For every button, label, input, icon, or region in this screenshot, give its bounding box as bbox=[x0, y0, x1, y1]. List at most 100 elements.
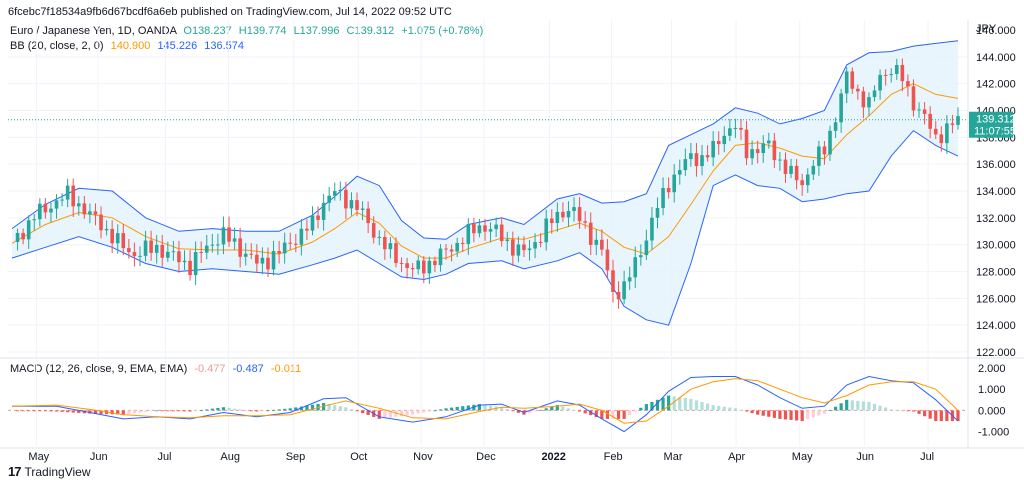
macd-histogram-bar bbox=[705, 403, 710, 411]
macd-label: MACD (12, 26, close, 9, EMA, EMA) bbox=[10, 363, 188, 375]
candle-body bbox=[705, 155, 710, 158]
candle-body bbox=[817, 146, 821, 166]
candle-body bbox=[483, 225, 487, 232]
macd-histogram-bar bbox=[867, 401, 871, 411]
macd-histogram-bar bbox=[288, 408, 292, 411]
candle-body bbox=[661, 188, 665, 209]
candle-body bbox=[594, 239, 599, 245]
macd-histogram-bar bbox=[377, 410, 381, 419]
macd-histogram-bar bbox=[149, 410, 153, 412]
candle-body bbox=[894, 65, 899, 75]
macd-histogram-bar bbox=[194, 410, 198, 412]
candle-body bbox=[527, 248, 532, 251]
macd-histogram-bar bbox=[694, 400, 699, 411]
macd-histogram-bar bbox=[889, 409, 893, 411]
candle-body bbox=[466, 223, 471, 245]
candle-body bbox=[694, 153, 699, 167]
candle-body bbox=[739, 127, 743, 130]
candle-body bbox=[344, 189, 348, 209]
price-axis[interactable]: 146.000144.000142.000140.000138.000136.0… bbox=[976, 23, 1016, 359]
candle-body bbox=[38, 203, 42, 220]
macd-histogram-bar bbox=[839, 403, 843, 411]
candle-body bbox=[65, 185, 70, 200]
macd-histogram-bar bbox=[923, 410, 927, 417]
candle-body bbox=[728, 128, 732, 136]
macd-histogram-bar bbox=[611, 410, 615, 419]
macd-histogram-bar bbox=[422, 410, 426, 413]
macd-axis[interactable]: 2.000 1.000 0.000 -1.000 bbox=[978, 363, 1009, 439]
macd-histogram-bar bbox=[405, 410, 409, 416]
candle-body bbox=[332, 191, 337, 196]
candle-body bbox=[633, 257, 638, 278]
macd-histogram-bar bbox=[249, 410, 253, 412]
candle-body bbox=[833, 122, 838, 131]
candle-body bbox=[188, 260, 192, 276]
candle-body bbox=[711, 141, 715, 158]
candle-body bbox=[238, 238, 242, 257]
time-tick-label: Apr bbox=[728, 451, 745, 463]
candle-body bbox=[755, 149, 760, 154]
candle-body bbox=[121, 233, 126, 249]
candle-body bbox=[316, 215, 320, 220]
candle-body bbox=[611, 270, 615, 292]
bollinger-lower-band bbox=[11, 129, 959, 326]
bb-legend[interactable]: BB (20, close, 2, 0) 140.900 145.226 136… bbox=[10, 40, 244, 52]
candle-body bbox=[928, 113, 932, 129]
macd-histogram-bar bbox=[338, 406, 342, 411]
macd-histogram-bar bbox=[433, 410, 437, 412]
macd-histogram-bar bbox=[472, 404, 476, 411]
macd-histogram-bar bbox=[416, 410, 420, 414]
macd-histogram-bar bbox=[917, 410, 921, 414]
candle-body bbox=[449, 249, 454, 252]
candle-body bbox=[922, 109, 927, 114]
macd-histogram-bar bbox=[539, 409, 543, 411]
low-value: L137.996 bbox=[293, 25, 340, 37]
candle-body bbox=[421, 260, 426, 274]
open-value: O138.237 bbox=[183, 25, 232, 37]
macd-histogram-bar bbox=[116, 410, 120, 415]
candle-body bbox=[867, 97, 871, 108]
macd-histogram-bar bbox=[739, 409, 743, 411]
macd-histogram-bar bbox=[511, 410, 515, 412]
macd-histogram-bar bbox=[956, 410, 960, 422]
macd-tick-label: 1.000 bbox=[978, 384, 1006, 396]
macd-histogram-bar bbox=[260, 410, 265, 412]
macd-histogram-bar bbox=[71, 410, 75, 413]
candle-body bbox=[950, 123, 955, 125]
high-value: H139.774 bbox=[238, 25, 287, 37]
tradingview-logo[interactable]: 17 TradingView bbox=[8, 464, 91, 479]
candle-body bbox=[21, 232, 25, 240]
macd-histogram-bar bbox=[655, 399, 660, 411]
macd-histogram-bar bbox=[945, 410, 949, 422]
candlestick-series bbox=[15, 58, 960, 309]
macd-histogram-bar bbox=[54, 410, 59, 412]
candle-body bbox=[856, 88, 860, 92]
candle-body bbox=[939, 134, 944, 144]
candle-body bbox=[722, 135, 727, 145]
time-tick-label: Sep bbox=[286, 451, 306, 463]
time-tick-label: Aug bbox=[220, 451, 240, 463]
candle-body bbox=[733, 127, 738, 129]
macd-histogram-bar bbox=[589, 410, 593, 416]
macd-histogram-bar bbox=[166, 410, 170, 412]
candle-body bbox=[204, 245, 209, 253]
candle-body bbox=[683, 159, 688, 171]
candle-body bbox=[49, 208, 53, 213]
macd-histogram-bar bbox=[399, 410, 404, 417]
candle-body bbox=[193, 252, 198, 276]
bb-label: BB (20, close, 2, 0) bbox=[10, 40, 104, 52]
price-tick-label: 146.000 bbox=[976, 25, 1016, 37]
candle-body bbox=[494, 224, 498, 230]
candle-body bbox=[88, 211, 92, 215]
macd-histogram-bar bbox=[566, 408, 571, 411]
time-axis[interactable]: May Jun Jul Aug Sep Oct Nov Dec 2022 Feb Mar Apr May… bbox=[28, 451, 934, 463]
macd-histogram-bar bbox=[911, 410, 916, 412]
macd-histogram-bar bbox=[661, 397, 665, 411]
macd-histogram-bar bbox=[744, 410, 749, 412]
bollinger-upper-band bbox=[11, 40, 959, 240]
macd-histogram-bar bbox=[800, 410, 804, 422]
candle-body bbox=[761, 143, 766, 154]
macd-histogram-bar bbox=[444, 408, 448, 411]
macd-histogram-bar bbox=[872, 403, 877, 411]
